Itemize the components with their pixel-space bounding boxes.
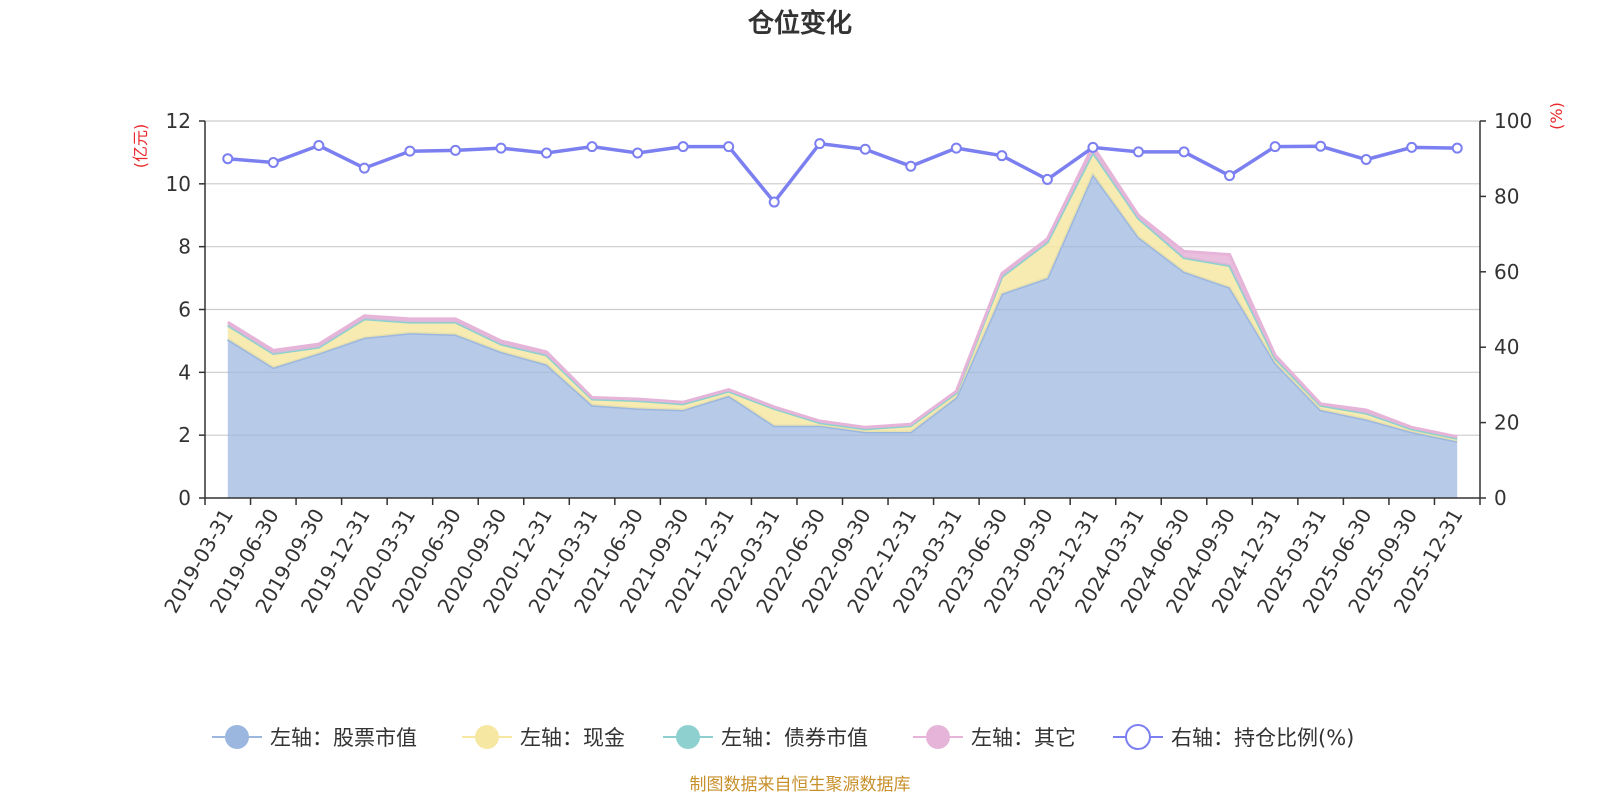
left-tick-label: 12	[166, 109, 191, 133]
left-tick-label: 8	[178, 235, 191, 259]
right-tick-label: 40	[1494, 335, 1519, 359]
legend-item: 右轴：持仓比例(%)	[1113, 724, 1354, 750]
legend-label: 左轴：其它	[971, 726, 1076, 750]
ratio-point	[449, 144, 461, 156]
ratio-point	[586, 141, 598, 153]
ratio-point	[814, 138, 826, 150]
ratio-point	[1360, 153, 1372, 165]
chart-title: 仓位变化	[747, 8, 852, 39]
legend-marker	[676, 725, 700, 749]
left-tick-label: 10	[166, 172, 191, 196]
legend-marker	[225, 725, 249, 749]
ratio-point	[1315, 140, 1327, 152]
ratio-point	[222, 153, 234, 165]
ratio-point	[1041, 173, 1053, 185]
ratio-point	[1224, 170, 1236, 182]
ratio-line	[227, 141, 1458, 205]
ratio-point	[267, 156, 279, 168]
ratio-point	[358, 162, 370, 174]
right-tick-label: 0	[1494, 486, 1507, 510]
area-edge-左轴：其它	[227, 143, 1458, 439]
right-tick-label: 20	[1494, 411, 1519, 435]
ratio-point	[905, 160, 917, 172]
ratio-point	[723, 141, 735, 153]
ratio-point	[313, 140, 325, 152]
area-series	[227, 143, 1458, 498]
legend-label: 左轴：股票市值	[270, 726, 417, 750]
legend-item: 左轴：现金	[462, 725, 625, 750]
legend-item: 左轴：股票市值	[212, 725, 417, 750]
right-axis-unit: (%)	[1547, 102, 1566, 130]
left-tick-label: 6	[178, 298, 191, 322]
legend-item: 左轴：其它	[913, 725, 1076, 750]
line-series	[222, 138, 1463, 208]
legend-label: 右轴：持仓比例(%)	[1171, 726, 1354, 750]
ratio-point	[1406, 141, 1418, 153]
legend-label: 左轴：现金	[520, 726, 625, 750]
ratio-point	[1132, 146, 1144, 158]
legend: 左轴：股票市值 左轴：现金 左轴：债券市值 左轴：其它 右轴：持仓比例(%)	[212, 724, 1354, 750]
ratio-point	[859, 143, 871, 155]
ratio-point	[404, 145, 416, 157]
area-左轴：现金	[227, 152, 1458, 442]
right-tick-label: 100	[1494, 109, 1532, 133]
legend-label: 左轴：债券市值	[721, 726, 868, 750]
source-note: 制图数据来自恒生聚源数据库	[690, 775, 911, 795]
ratio-point	[1269, 141, 1281, 153]
ratio-point	[632, 147, 644, 159]
right-tick-label: 60	[1494, 260, 1519, 284]
ratio-point	[768, 196, 780, 208]
legend-marker	[475, 725, 499, 749]
left-tick-label: 2	[178, 423, 191, 447]
ratio-point	[1087, 141, 1099, 153]
ratio-point	[950, 142, 962, 154]
left-axis-unit: (亿元)	[131, 124, 150, 169]
ratio-point	[495, 142, 507, 154]
left-tick-label: 0	[178, 486, 191, 510]
right-tick-label: 80	[1494, 184, 1519, 208]
ratio-point	[677, 141, 689, 153]
ratio-point	[996, 150, 1008, 162]
legend-marker	[1125, 724, 1151, 750]
legend-item: 左轴：债券市值	[663, 725, 868, 750]
ratio-point	[1451, 142, 1463, 154]
ratio-point	[541, 147, 553, 159]
legend-marker	[926, 725, 950, 749]
ratio-point	[1178, 146, 1190, 158]
area-左轴：股票市值	[227, 174, 1458, 498]
left-tick-label: 4	[178, 360, 191, 384]
